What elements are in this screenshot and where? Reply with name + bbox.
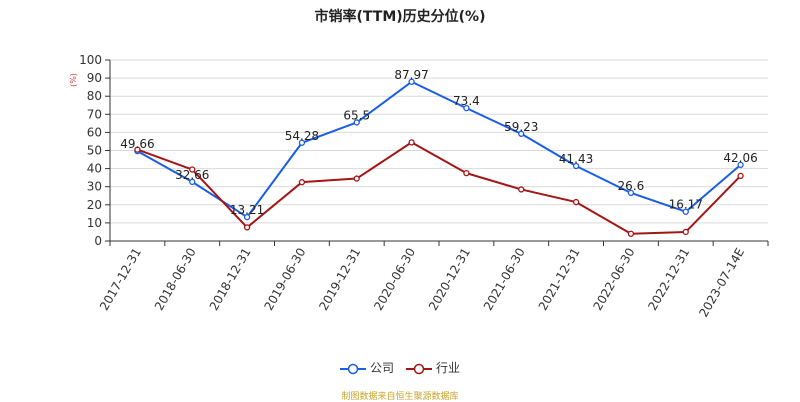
source-note: 制图数据来自恒生聚源数据库 <box>341 392 459 402</box>
data-point <box>353 119 360 126</box>
data-label: 16.17 <box>669 198 703 212</box>
data-point <box>243 213 251 221</box>
legend-label: 公司 <box>369 361 394 375</box>
y-tick-label: 0 <box>94 234 102 248</box>
data-point <box>518 186 525 193</box>
x-tick-label: 2017-12-31 <box>97 246 144 313</box>
data-point <box>189 178 196 186</box>
y-tick-label: 90 <box>87 71 102 85</box>
data-label: 65.5 <box>343 108 370 122</box>
y-tick-label: 50 <box>87 144 102 158</box>
y-tick-label: 70 <box>87 107 102 121</box>
data-label: 42.06 <box>723 151 757 165</box>
x-tick-label: 2022-12-31 <box>645 246 692 313</box>
y-tick-label: 30 <box>87 180 102 194</box>
data-point <box>682 208 689 215</box>
series-line-0 <box>136 80 742 219</box>
y-tick-label: 60 <box>87 125 102 139</box>
data-point <box>737 161 744 169</box>
data-label: 49.66 <box>120 137 154 151</box>
data-label: 87.97 <box>394 68 428 82</box>
data-point <box>408 139 415 146</box>
legend-item[interactable]: 行业 <box>406 359 460 376</box>
legend-item[interactable]: 公司 <box>339 359 394 376</box>
data-point <box>298 139 306 146</box>
legend-swatch-marker <box>413 363 425 374</box>
data-label: 73.4 <box>453 94 480 108</box>
data-label: 41.43 <box>559 152 593 166</box>
data-point <box>408 78 415 85</box>
data-point <box>353 175 360 182</box>
data-label: 59.23 <box>504 120 538 134</box>
data-point <box>243 224 251 231</box>
data-point <box>134 146 141 153</box>
data-point <box>518 130 525 137</box>
legend-swatch-icon <box>406 363 432 374</box>
legend-swatch-icon <box>339 363 366 374</box>
y-tick-label: 100 <box>79 53 102 67</box>
x-tick-label: 2018-06-30 <box>152 246 199 313</box>
y-tick-label: 10 <box>87 216 102 230</box>
data-point <box>189 166 196 173</box>
data-point <box>572 198 580 206</box>
chart-legend: 公司 行业 <box>0 359 800 376</box>
data-label: 32.66 <box>175 168 209 182</box>
legend-label: 行业 <box>436 361 461 375</box>
series-line-1 <box>137 141 742 235</box>
data-point <box>572 162 580 170</box>
data-point <box>298 179 306 186</box>
x-tick-label: 2020-06-30 <box>371 246 418 313</box>
x-tick-label: 2022-06-30 <box>591 246 638 313</box>
x-tick-label: 2020-12-31 <box>426 245 473 312</box>
data-point <box>463 104 470 112</box>
data-label: 54.28 <box>285 129 319 143</box>
data-label: 13.21 <box>230 203 264 217</box>
y-tick-label: 20 <box>87 198 102 212</box>
x-tick-label: 2021-06-30 <box>481 246 528 313</box>
chart-title: 市销率(TTM)历史分位(%) <box>314 9 486 25</box>
data-point <box>627 189 635 197</box>
legend-swatch-marker <box>347 363 359 374</box>
y-axis-label: (%) <box>69 73 78 87</box>
data-point <box>682 228 689 236</box>
y-tick-label: 40 <box>87 162 102 176</box>
data-point <box>627 230 635 237</box>
data-label: 26.6 <box>618 179 645 193</box>
data-point <box>737 172 744 179</box>
y-tick-label: 80 <box>87 89 102 103</box>
x-tick-label: 2023-07-14E <box>696 246 747 320</box>
x-tick-label: 2018-12-31 <box>207 245 254 312</box>
x-tick-label: 2021-12-31 <box>536 246 583 313</box>
x-tick-label: 2019-12-31 <box>316 246 363 313</box>
x-tick-label: 2019-06-30 <box>262 246 309 313</box>
data-point <box>463 169 470 177</box>
